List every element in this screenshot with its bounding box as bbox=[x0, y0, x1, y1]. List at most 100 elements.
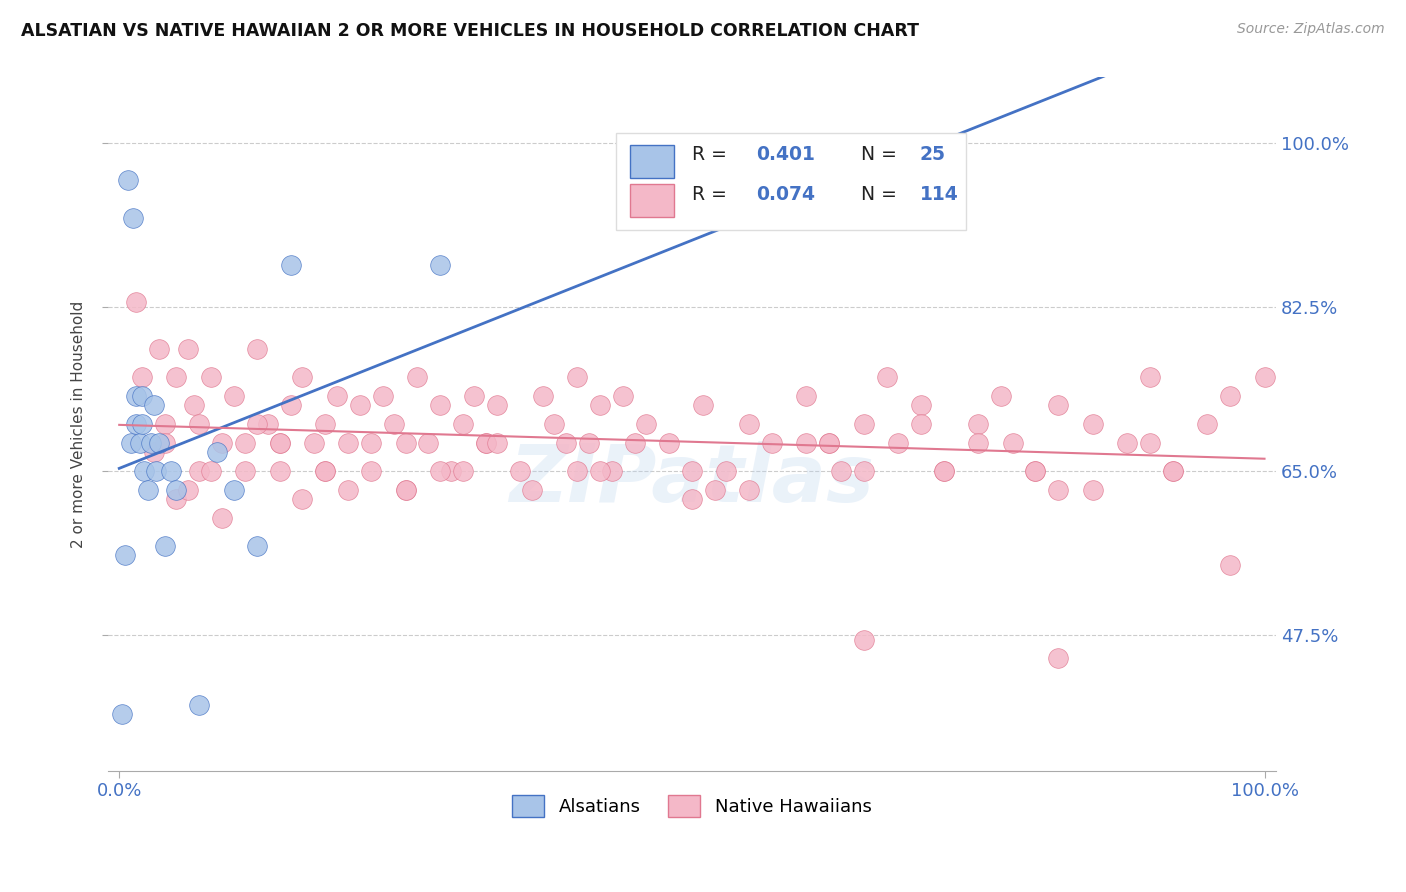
Point bbox=[830, 464, 852, 478]
Point bbox=[188, 464, 211, 478]
Point bbox=[406, 370, 429, 384]
Point bbox=[148, 342, 170, 356]
Point bbox=[796, 389, 818, 403]
Point bbox=[269, 464, 291, 478]
Text: 25: 25 bbox=[920, 145, 946, 164]
Point bbox=[134, 464, 156, 478]
Point bbox=[703, 483, 725, 497]
Text: R =: R = bbox=[692, 185, 733, 204]
Point bbox=[1253, 370, 1275, 384]
Point bbox=[486, 398, 509, 412]
Point bbox=[110, 707, 132, 722]
Point bbox=[852, 632, 875, 647]
Point bbox=[1139, 370, 1161, 384]
Point bbox=[589, 398, 612, 412]
Point bbox=[153, 417, 176, 431]
Point bbox=[486, 435, 509, 450]
Point bbox=[125, 417, 148, 431]
Point bbox=[818, 435, 841, 450]
Point bbox=[211, 510, 233, 524]
Point bbox=[578, 435, 600, 450]
Point bbox=[166, 483, 188, 497]
Point bbox=[125, 389, 148, 403]
Point bbox=[738, 417, 761, 431]
Point bbox=[136, 483, 159, 497]
Point bbox=[211, 435, 233, 450]
Point bbox=[474, 435, 496, 450]
Point bbox=[567, 370, 589, 384]
Point bbox=[681, 491, 703, 506]
Point bbox=[474, 435, 496, 450]
Text: ALSATIAN VS NATIVE HAWAIIAN 2 OR MORE VEHICLES IN HOUSEHOLD CORRELATION CHART: ALSATIAN VS NATIVE HAWAIIAN 2 OR MORE VE… bbox=[21, 22, 920, 40]
Point bbox=[188, 698, 211, 712]
Text: ZIPatlas: ZIPatlas bbox=[509, 441, 875, 518]
Point bbox=[1047, 651, 1070, 665]
Point bbox=[589, 464, 612, 478]
Point bbox=[122, 211, 145, 225]
Point bbox=[188, 417, 211, 431]
Point bbox=[314, 464, 336, 478]
Point bbox=[1081, 417, 1104, 431]
Point bbox=[114, 548, 136, 562]
Point bbox=[1024, 464, 1046, 478]
Point bbox=[990, 389, 1012, 403]
Point bbox=[269, 435, 291, 450]
Point bbox=[418, 435, 440, 450]
Point bbox=[1197, 417, 1219, 431]
Point bbox=[429, 464, 451, 478]
Point bbox=[910, 417, 932, 431]
Point bbox=[738, 483, 761, 497]
Point bbox=[658, 136, 681, 150]
Point bbox=[520, 483, 543, 497]
Point bbox=[600, 464, 623, 478]
Point bbox=[120, 435, 142, 450]
Text: 0.401: 0.401 bbox=[756, 145, 815, 164]
Legend: Alsatians, Native Hawaiians: Alsatians, Native Hawaiians bbox=[505, 788, 879, 824]
Point bbox=[326, 389, 349, 403]
Point bbox=[233, 464, 256, 478]
Point bbox=[1081, 483, 1104, 497]
Point bbox=[159, 464, 181, 478]
Point bbox=[148, 435, 170, 450]
FancyBboxPatch shape bbox=[630, 185, 675, 218]
Point bbox=[291, 491, 314, 506]
Point bbox=[876, 370, 898, 384]
Text: N =: N = bbox=[862, 185, 903, 204]
Point bbox=[131, 370, 153, 384]
Point bbox=[1161, 464, 1184, 478]
Point bbox=[967, 435, 990, 450]
Point bbox=[233, 435, 256, 450]
Point bbox=[796, 435, 818, 450]
Point bbox=[246, 342, 269, 356]
Text: R =: R = bbox=[692, 145, 733, 164]
Point bbox=[166, 370, 188, 384]
Point bbox=[1139, 435, 1161, 450]
FancyBboxPatch shape bbox=[616, 133, 966, 230]
Point bbox=[302, 435, 325, 450]
Point bbox=[269, 435, 291, 450]
Point bbox=[1024, 464, 1046, 478]
Text: N =: N = bbox=[862, 145, 903, 164]
Point bbox=[360, 464, 382, 478]
Point bbox=[200, 370, 222, 384]
Point bbox=[1219, 558, 1241, 572]
Y-axis label: 2 or more Vehicles in Household: 2 or more Vehicles in Household bbox=[72, 301, 86, 548]
Point bbox=[967, 417, 990, 431]
Point bbox=[681, 464, 703, 478]
Point bbox=[429, 398, 451, 412]
Point bbox=[371, 389, 394, 403]
Point bbox=[183, 398, 205, 412]
Point bbox=[394, 483, 416, 497]
Point bbox=[142, 398, 165, 412]
Point bbox=[280, 258, 302, 272]
Point bbox=[141, 435, 163, 450]
Point bbox=[1047, 483, 1070, 497]
Point bbox=[205, 445, 228, 459]
Point bbox=[509, 464, 531, 478]
Point bbox=[429, 258, 451, 272]
Point bbox=[658, 435, 681, 450]
Point bbox=[1161, 464, 1184, 478]
FancyBboxPatch shape bbox=[630, 145, 675, 178]
Point bbox=[394, 435, 416, 450]
Point bbox=[166, 491, 188, 506]
